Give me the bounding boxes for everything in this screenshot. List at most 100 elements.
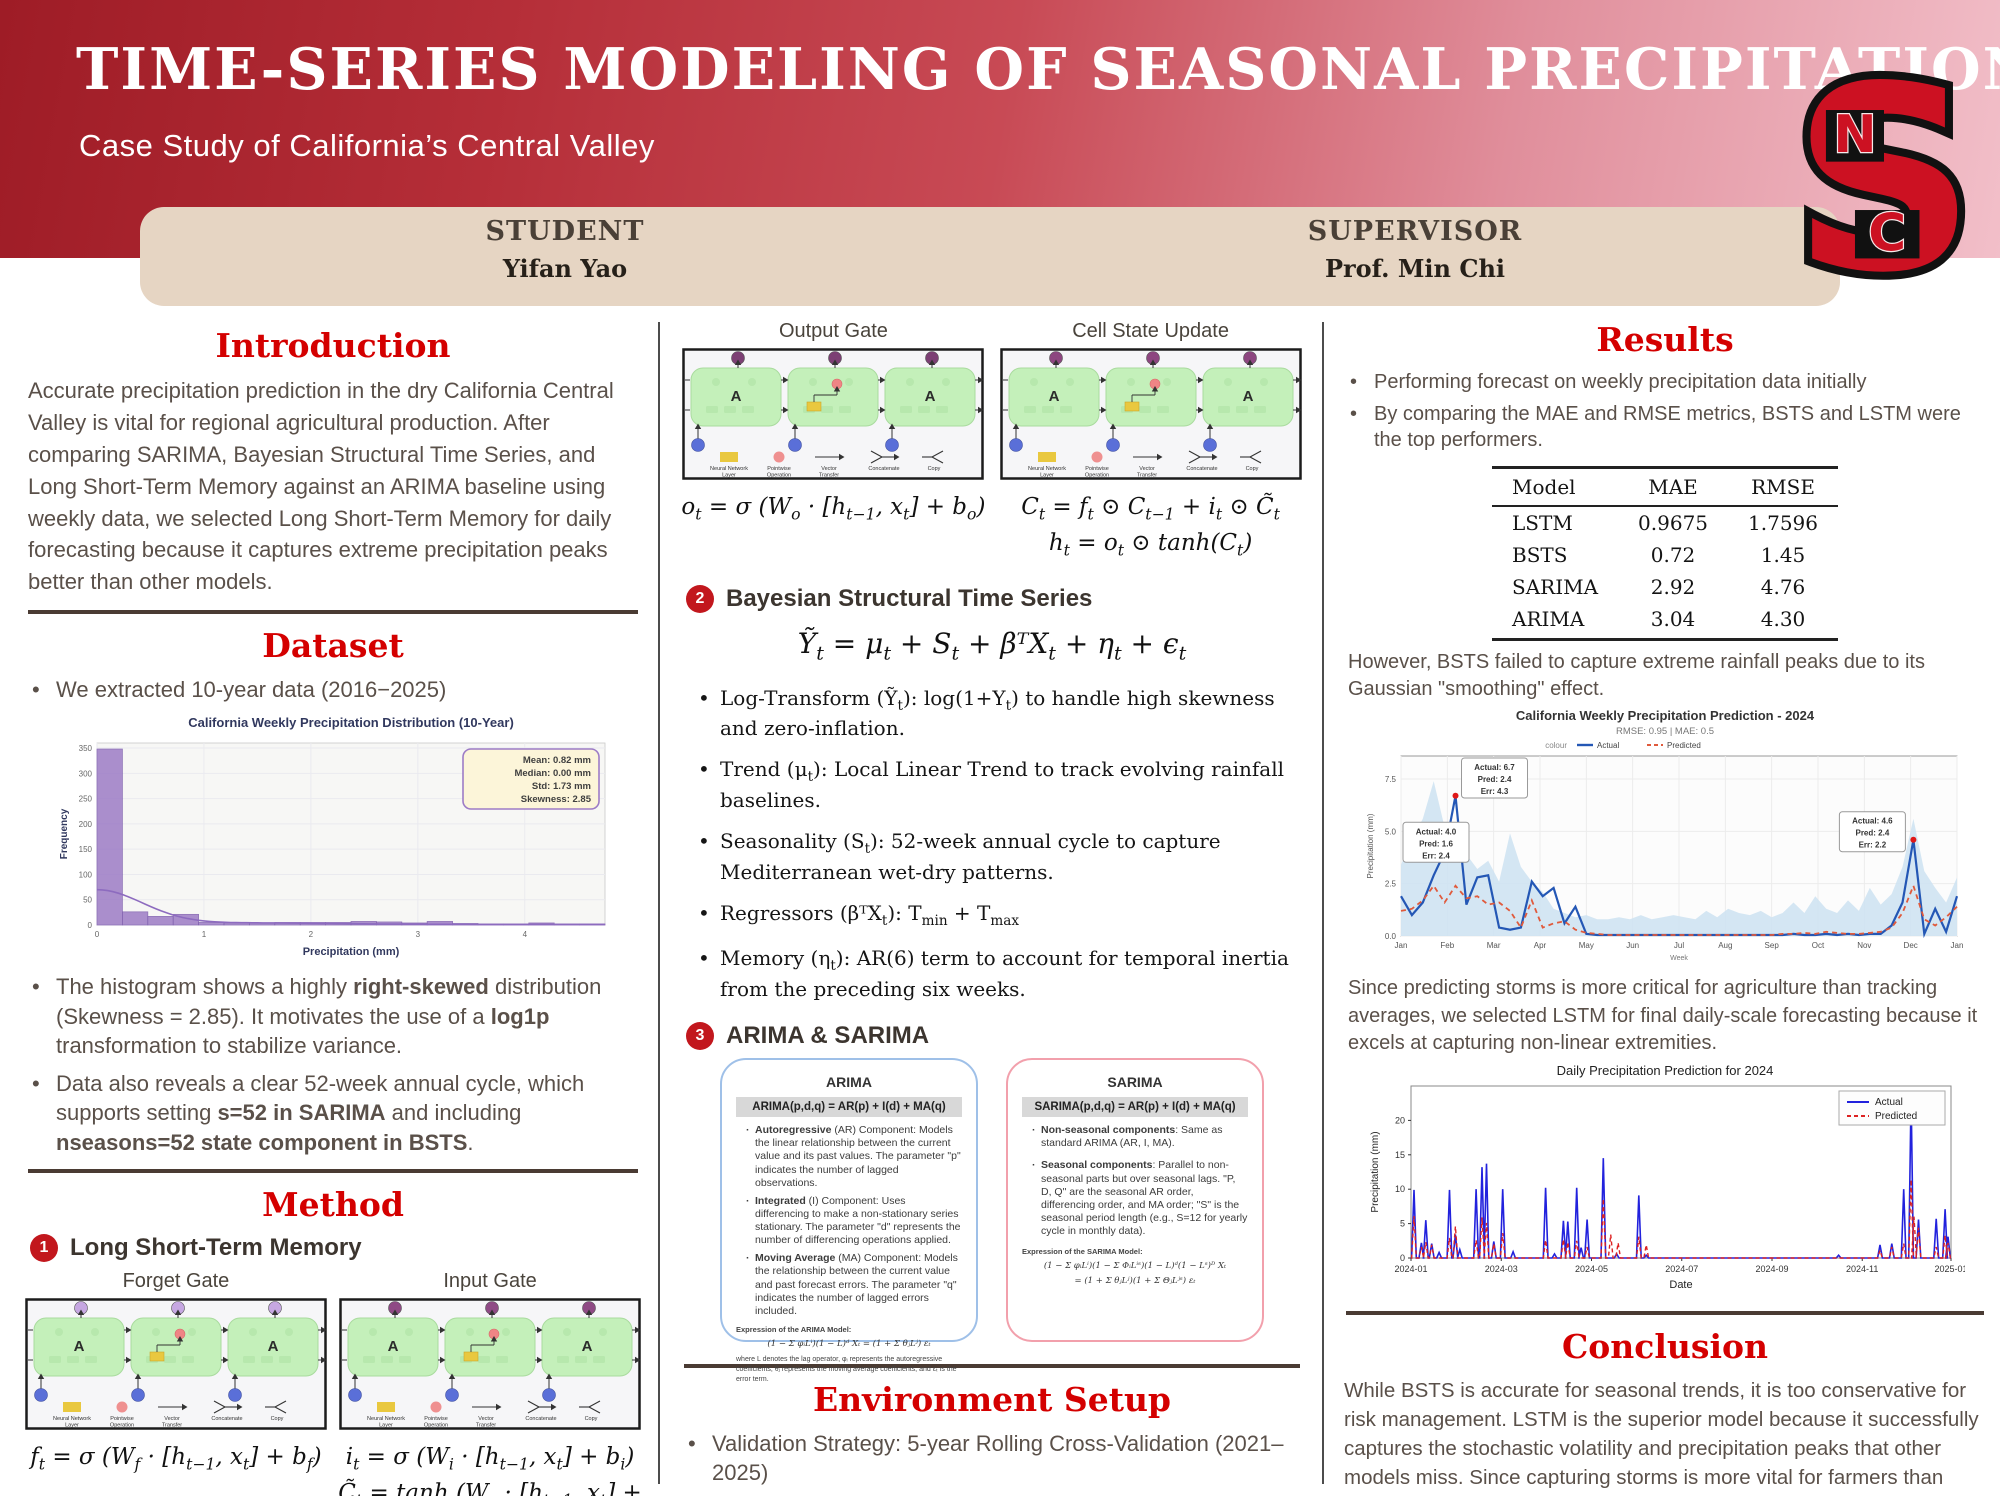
input-gate-title: Input Gate (443, 1269, 537, 1292)
logo-letter-n: N (1833, 105, 1876, 165)
arima-bullets: Autoregressive (AR) Component: Models th… (736, 1124, 962, 1318)
sarima-expr-1: (1 − Σ φᵢLⁱ)(1 − Σ ΦᵢLⁱˢ)(1 − L)ᵈ(1 − Lˢ… (1043, 1261, 1227, 1272)
intro-text: Accurate precipitation prediction in the… (28, 378, 614, 595)
svg-text:colour: colour (1545, 741, 1567, 750)
svg-text:Predicted: Predicted (1667, 741, 1701, 750)
svg-text:Apr: Apr (1534, 941, 1547, 950)
cell-mae: 3.04 (1618, 602, 1729, 641)
svg-text:Jan: Jan (1395, 941, 1408, 950)
supervisor-label: SUPERVISOR (1307, 216, 1523, 247)
svg-text:2024-11: 2024-11 (1846, 1264, 1878, 1274)
svg-text:Jun: Jun (1626, 941, 1639, 950)
sarima-card-title: SARIMA (1107, 1074, 1163, 1091)
cell-mae: 2.92 (1650, 574, 1696, 599)
divider (684, 1364, 1300, 1369)
bsts-label: Bayesian Structural Time Series (726, 585, 1093, 613)
svg-text:A: A (731, 388, 742, 405)
svg-text:2024-05: 2024-05 (1575, 1264, 1608, 1274)
cell-mae: 0.72 (1650, 542, 1696, 567)
table-row: ARIMA 3.04 4.30 (1492, 602, 1838, 641)
arima-expr-label: Expression of the ARIMA Model: (736, 1324, 852, 1334)
badge-2-icon: 2 (686, 585, 714, 614)
svg-text:Precipitation (mm): Precipitation (mm) (1366, 813, 1375, 878)
dataset-note: The histogram shows a highly right-skewe… (30, 972, 644, 1060)
col-header-mae: MAE (1618, 465, 1729, 507)
svg-text:A: A (74, 1338, 85, 1355)
poster-title: TIME-SERIES MODELING OF SEASONAL PRECIPI… (76, 36, 2000, 103)
divider (28, 1168, 638, 1173)
svg-text:Layer: Layer (1040, 473, 1054, 479)
sarima-expr-2: = (1 + Σ θⱼLʲ)(1 + Σ ΘⱼLʲˢ) εₜ (1074, 1276, 1196, 1287)
method-heading: Method (262, 1184, 404, 1224)
supervisor-block: SUPERVISOR Prof. Min Chi (990, 207, 1840, 306)
svg-text:0.0: 0.0 (1385, 932, 1397, 941)
svg-text:Actual: Actual (1875, 1097, 1903, 1108)
svg-text:Daily Precipitation Prediction: Daily Precipitation Prediction for 2024 (1557, 1063, 1774, 1078)
cell-mae: 0.9675 (1638, 510, 1709, 535)
svg-text:20: 20 (1395, 1115, 1405, 1125)
lstm-diagram-cell: A A Neural Network Layer Pointwise Operation V… (995, 348, 1306, 480)
cell-model: BSTS (1512, 542, 1568, 567)
metrics-table: Model MAE RMSE LSTM 0.9675 1.7596 BSTS 0… (1492, 465, 1838, 641)
svg-text:Pointwise: Pointwise (110, 1416, 134, 1422)
gaussian-note: However, BSTS failed to capture extreme … (1348, 650, 1925, 701)
svg-text:Copy: Copy (585, 1416, 598, 1422)
svg-text:Std: 1.73 mm: Std: 1.73 mm (532, 781, 591, 792)
badge-1-icon: 1 (30, 1233, 58, 1262)
results-bullet: Performing forecast on weekly precipitat… (1348, 369, 1990, 396)
svg-text:4: 4 (523, 930, 528, 939)
arima-expr: (1 − Σ φᵢLⁱ)(1 − L)ᵈ Xₜ = (1 + Σ θⱼLʲ) ε… (767, 1338, 931, 1349)
arima-card: ARIMA ARIMA(p,d,q) = AR(p) + I(d) + MA(q… (720, 1058, 978, 1383)
bsts-bullet: Log-Transform (Ỹt): log(1+Yt) to handle… (696, 685, 1306, 742)
sarima-bullet: Non-seasonal components: Same as standar… (1032, 1124, 1248, 1150)
svg-text:RMSE: 0.95 | MAE: 0.5: RMSE: 0.95 | MAE: 0.5 (1616, 726, 1714, 737)
dataset-notes: The histogram shows a highly right-skewe… (22, 972, 644, 1157)
dataset-bullets: We extracted 10-year data (2016−2025) (22, 675, 644, 705)
student-label: STUDENT (485, 216, 645, 247)
svg-text:Precipitation (mm): Precipitation (mm) (303, 946, 400, 958)
results-bullet: By comparing the MAE and RMSE metrics, B… (1348, 401, 1990, 454)
cell-model: SARIMA (1512, 574, 1599, 599)
svg-text:Actual: 4.0: Actual: 4.0 (1416, 827, 1457, 836)
svg-text:10: 10 (1395, 1184, 1405, 1194)
logo-letter-c: C (1868, 203, 1906, 263)
svg-text:0: 0 (1400, 1253, 1405, 1263)
middle-column: Output Gate A A Neural Network Layer Pointwi… (678, 318, 1306, 1496)
svg-text:A: A (268, 1338, 279, 1355)
svg-text:Transfer: Transfer (819, 473, 839, 479)
logo-letter-s: S (1792, 64, 1976, 298)
bsts-bullet: Regressors (βᵀXt): Tmin + Tmax (696, 900, 1306, 931)
svg-text:Pred: 2.4: Pred: 2.4 (1855, 829, 1889, 838)
svg-text:Neural Network: Neural Network (367, 1416, 405, 1422)
student-name: Yifan Yao (502, 254, 628, 283)
column-divider-left (658, 322, 660, 1484)
svg-text:Pointwise: Pointwise (768, 466, 792, 472)
env-heading: Environment Setup (812, 1380, 1172, 1420)
svg-text:Jan: Jan (1951, 941, 1964, 950)
svg-text:Err: 4.3: Err: 4.3 (1481, 787, 1509, 796)
svg-text:Operation: Operation (424, 1422, 448, 1428)
lstm-gates-row-1: Forget Gate A A Neural Network Layer Pointwi… (22, 1270, 644, 1496)
svg-text:Actual: 6.7: Actual: 6.7 (1474, 763, 1515, 772)
svg-text:Nov: Nov (1857, 941, 1871, 950)
sarima-card: SARIMA SARIMA(p,d,q) = AR(p) + I(d) + MA… (1006, 1058, 1264, 1343)
supervisor-name: Prof. Min Chi (1324, 254, 1506, 283)
svg-text:Copy: Copy (928, 466, 941, 472)
dataset-note: Data also reveals a clear 52-week annual… (30, 1069, 644, 1157)
column-divider-right (1322, 322, 1324, 1484)
people-bar: STUDENT Yifan Yao SUPERVISOR Prof. Min C… (140, 207, 1840, 306)
cell-rmse: 4.30 (1728, 602, 1838, 641)
svg-text:Week: Week (1670, 955, 1688, 962)
bsts-bullets: Log-Transform (Ỹt): log(1+Yt) to handle… (678, 685, 1306, 1002)
svg-text:Actual: Actual (1597, 741, 1619, 750)
lstm-diagram-input: A A Neural Network Layer Pointwise Operation V… (336, 1298, 644, 1430)
sarima-formula-box: SARIMA(p,d,q) = AR(p) + I(d) + MA(q) (1022, 1097, 1248, 1118)
svg-text:Err: 2.4: Err: 2.4 (1422, 851, 1450, 860)
table-row: LSTM 0.9675 1.7596 (1492, 506, 1838, 539)
svg-text:Copy: Copy (1245, 466, 1258, 472)
svg-text:Actual: 4.6: Actual: 4.6 (1852, 817, 1893, 826)
method-item-bsts: 2 Bayesian Structural Time Series (686, 585, 1306, 614)
input-gate-formula-1: it = σ (Wi · [ht−1, xt] + bi) (345, 1443, 635, 1474)
cell-state-figure: Cell State Update A A Neural Network Layer P… (995, 320, 1306, 559)
cell-model: LSTM (1512, 510, 1573, 535)
